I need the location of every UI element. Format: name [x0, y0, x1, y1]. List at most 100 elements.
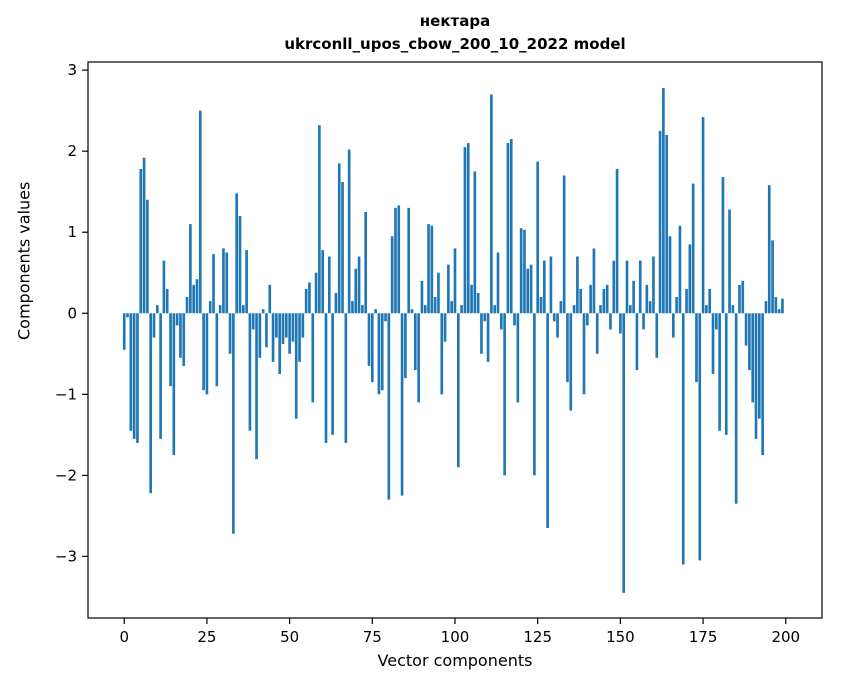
y-tick-label: −1 — [55, 385, 77, 403]
bar — [265, 313, 268, 348]
bar — [708, 288, 712, 314]
bar — [261, 309, 265, 314]
bar — [734, 313, 738, 504]
bar — [202, 313, 205, 391]
bar — [308, 282, 311, 314]
bar — [208, 301, 212, 314]
bar — [662, 87, 665, 314]
x-tick-label: 50 — [280, 628, 299, 646]
bar — [619, 313, 622, 334]
bar — [576, 256, 579, 314]
bar — [506, 143, 510, 314]
bar — [324, 313, 328, 443]
bar — [430, 225, 434, 314]
bar — [701, 117, 705, 314]
bar — [284, 313, 288, 338]
bar — [301, 313, 305, 338]
bar — [668, 236, 672, 314]
chart-title: нектара ukrconll_upos_cbow_200_10_2022 m… — [88, 10, 822, 56]
bar — [764, 301, 768, 314]
y-tick-label: −3 — [55, 547, 77, 565]
bar — [728, 209, 731, 314]
bar — [235, 193, 239, 314]
bar — [228, 313, 232, 354]
bar — [347, 149, 351, 314]
bar — [146, 199, 149, 314]
bar — [652, 256, 655, 314]
bar — [271, 313, 275, 362]
bar — [549, 256, 553, 314]
bar — [496, 252, 500, 314]
bar — [450, 301, 454, 314]
bar — [635, 313, 639, 370]
y-tick-label: 2 — [67, 142, 77, 160]
bar — [387, 313, 391, 500]
bar — [542, 260, 546, 314]
bar — [258, 313, 262, 358]
bar — [165, 288, 169, 314]
bar — [413, 313, 417, 370]
bar — [539, 297, 543, 314]
bar — [400, 313, 404, 496]
bar — [566, 313, 569, 383]
bar — [251, 313, 255, 330]
bar — [685, 288, 688, 314]
bar — [427, 224, 430, 314]
bar — [754, 313, 758, 439]
bar — [222, 248, 225, 314]
y-tick-label: 1 — [67, 223, 77, 241]
bar — [390, 236, 394, 314]
y-tick-label: 0 — [67, 304, 77, 322]
bar — [433, 297, 437, 314]
bar — [341, 181, 344, 314]
bar — [288, 313, 291, 354]
bar — [192, 284, 196, 314]
bar — [245, 250, 248, 314]
bar — [678, 225, 682, 314]
bar — [397, 205, 401, 314]
bar — [648, 301, 652, 314]
bar — [519, 228, 523, 314]
bar — [503, 313, 506, 476]
bar — [149, 313, 153, 494]
bar — [420, 280, 424, 314]
bar — [205, 313, 209, 395]
bar — [255, 313, 258, 460]
bar — [605, 284, 609, 314]
bar — [367, 313, 371, 366]
bar — [615, 168, 619, 314]
bar — [437, 272, 440, 314]
bar — [698, 313, 702, 561]
bar — [460, 305, 463, 314]
bar — [665, 134, 669, 314]
bar — [625, 260, 629, 314]
x-tick-label: 200 — [771, 628, 800, 646]
bar — [232, 313, 235, 534]
bar — [126, 313, 129, 318]
bar — [612, 260, 616, 314]
bar — [473, 171, 477, 314]
bar — [562, 175, 566, 314]
bar — [705, 305, 708, 314]
bar — [748, 313, 751, 370]
bar — [380, 313, 384, 391]
bar — [724, 313, 728, 435]
bar — [466, 143, 470, 314]
bar — [298, 313, 301, 362]
bar — [774, 297, 778, 314]
bar — [582, 313, 586, 395]
bar — [334, 292, 338, 314]
bar — [162, 260, 166, 314]
bar — [364, 211, 368, 314]
bar — [513, 313, 516, 326]
bar — [185, 297, 189, 314]
bar — [556, 313, 559, 338]
bar — [480, 313, 483, 354]
bar — [711, 313, 715, 375]
bar — [658, 130, 662, 314]
x-tick-label: 175 — [689, 628, 718, 646]
bar — [731, 305, 735, 314]
bar — [374, 309, 377, 314]
bar — [370, 313, 374, 383]
